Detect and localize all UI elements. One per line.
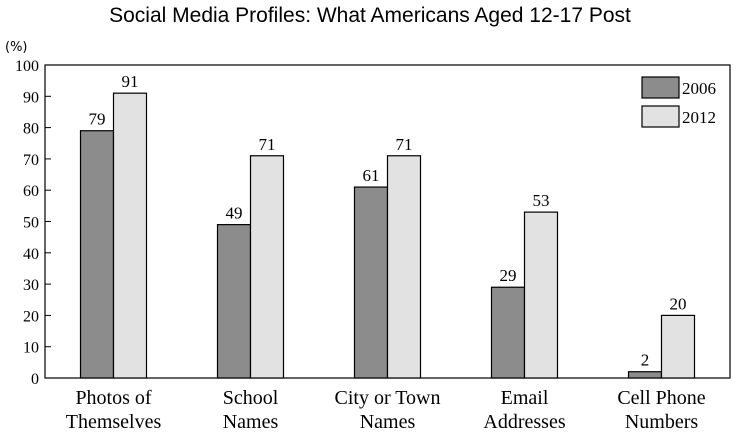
data-label-2012-3: 53 [533,191,550,210]
data-labels-layer: 79 91 49 71 61 71 29 53 2 20 [89,72,687,370]
bar-2012-2 [386,155,422,379]
data-label-2006-4: 2 [641,351,650,370]
bars-layer [79,92,696,379]
category-label: Names [360,411,416,433]
category-label: Cell Phone [617,387,705,409]
y-tick-label: 100 [15,58,39,75]
bar-2006-2 [353,186,389,379]
y-tick-label: 90 [23,89,39,106]
legend-label-2006: 2006 [682,79,716,98]
data-label-2012-4: 20 [670,294,687,313]
category-label: Themselves [66,411,162,433]
legend-swatch-2012 [641,105,680,128]
category-label: Photos of [75,387,151,409]
y-tick-label: 60 [23,183,39,200]
category-label: Names [223,411,279,433]
chart-title: Social Media Profiles: What Americans Ag… [109,4,631,27]
data-label-2006-0: 79 [89,110,106,129]
category-label: School [223,387,279,409]
data-label-2012-2: 71 [396,135,413,154]
category-label: Addresses [483,411,565,433]
legend-label-2012: 2012 [682,108,716,127]
y-tick-label: 80 [23,121,39,138]
data-label-2006-2: 61 [363,166,380,185]
category-label: Numbers [625,411,699,433]
y-axis-layer: (%) 0 10 20 30 40 50 60 70 80 90 100 [5,40,51,388]
bar-2012-1 [249,155,285,379]
y-tick-label: 30 [23,277,39,294]
bar-2006-3 [490,286,526,379]
y-tick-label: 40 [23,246,39,263]
category-label: City or Town [334,387,440,409]
legend-swatch-2006 [641,76,680,99]
y-tick-label: 10 [23,340,39,357]
bar-2006-0 [79,130,115,379]
data-label-2012-0: 91 [122,72,139,91]
legend: 2006 2012 [641,76,716,128]
bar-2006-1 [216,224,252,379]
bar-2006-4 [627,371,663,379]
category-label: Email [501,387,549,409]
y-axis-unit-label: (%) [5,40,28,55]
bar-2012-0 [112,92,148,379]
y-tick-label: 50 [23,215,39,232]
bar-2012-4 [660,314,696,379]
data-label-2012-1: 71 [259,135,276,154]
y-tick-label: 20 [23,308,39,325]
data-label-2006-3: 29 [500,266,517,285]
data-label-2006-1: 49 [226,204,243,223]
bar-2012-3 [523,211,559,379]
y-tick-label: 0 [31,371,39,388]
y-tick-label: 70 [23,152,39,169]
